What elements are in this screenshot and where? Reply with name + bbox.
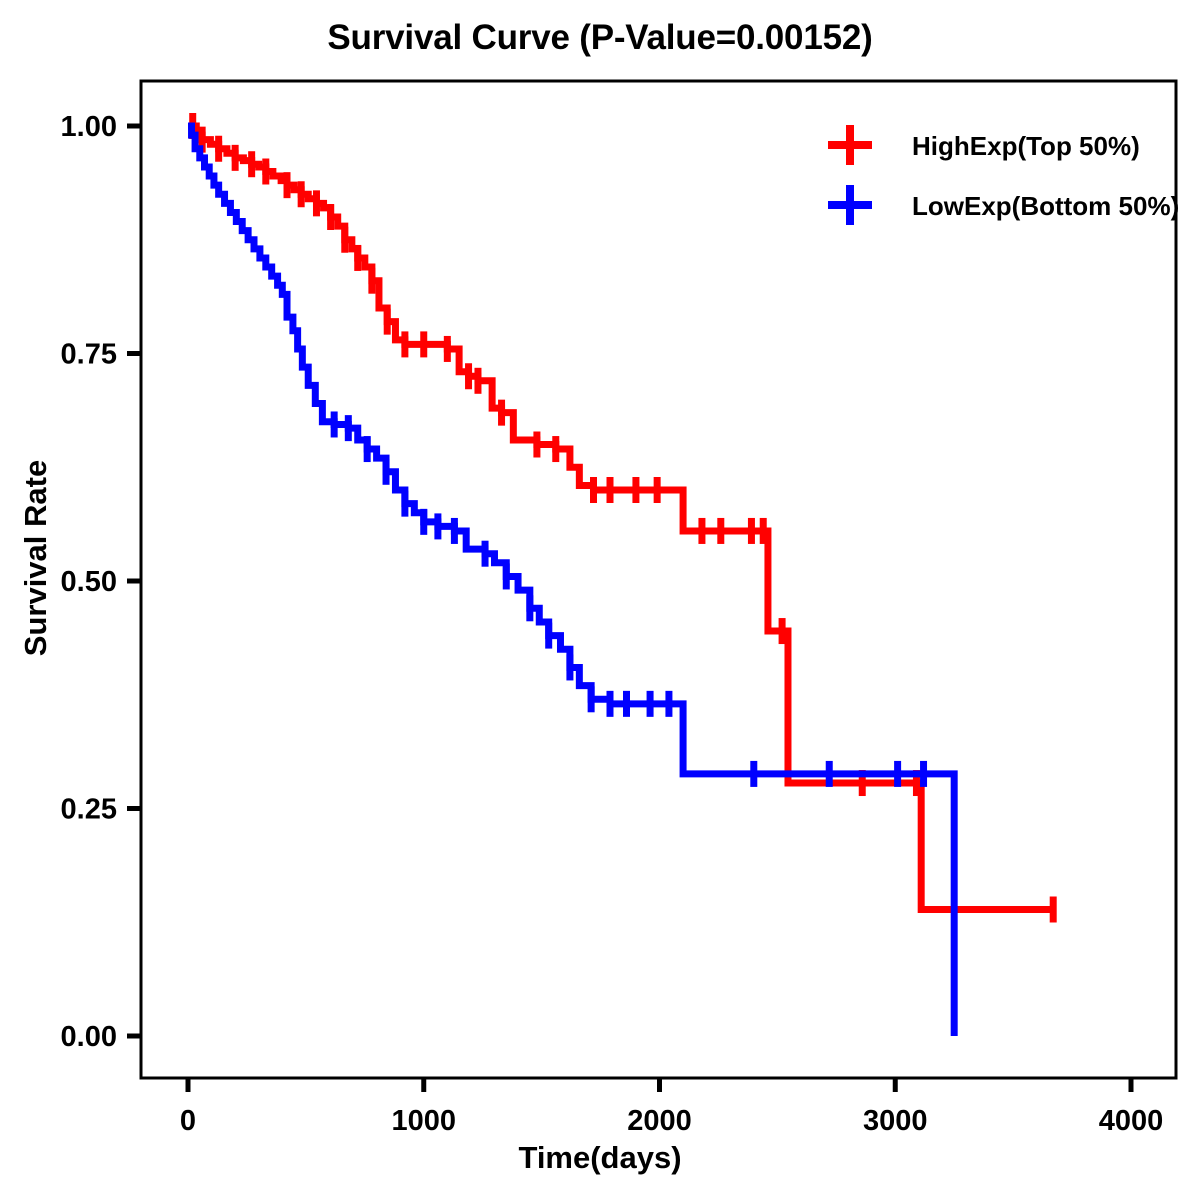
y-tick-label: 1.00 bbox=[61, 111, 117, 143]
y-tick-label: 0.50 bbox=[61, 566, 117, 598]
legend-label: HighExp(Top 50%) bbox=[912, 131, 1140, 161]
y-axis-ticks: 0.00 0.25 0.50 0.75 1.00 bbox=[61, 111, 141, 1053]
chart-legend: HighExp(Top 50%) LowExp(Bottom 50%) bbox=[828, 125, 1179, 225]
survival-step-line bbox=[188, 122, 1054, 914]
y-tick-label: 0.00 bbox=[61, 1021, 117, 1053]
legend-label: LowExp(Bottom 50%) bbox=[912, 191, 1179, 221]
x-tick-label: 4000 bbox=[1099, 1105, 1164, 1137]
x-tick-label: 0 bbox=[180, 1105, 196, 1137]
x-tick-label: 2000 bbox=[627, 1105, 692, 1137]
x-axis-ticks: 0 1000 2000 3000 4000 bbox=[180, 1078, 1163, 1137]
y-tick-label: 0.75 bbox=[61, 339, 117, 371]
x-tick-label: 1000 bbox=[391, 1105, 456, 1137]
survival-curves bbox=[188, 113, 1057, 1036]
chart-title: Survival Curve (P-Value=0.00152) bbox=[327, 18, 873, 57]
x-tick-label: 3000 bbox=[863, 1105, 928, 1137]
y-tick-label: 0.25 bbox=[61, 794, 117, 826]
x-axis-label: Time(days) bbox=[518, 1140, 682, 1175]
plot-frame bbox=[139, 79, 1178, 1080]
survival-step-line bbox=[188, 122, 958, 1036]
